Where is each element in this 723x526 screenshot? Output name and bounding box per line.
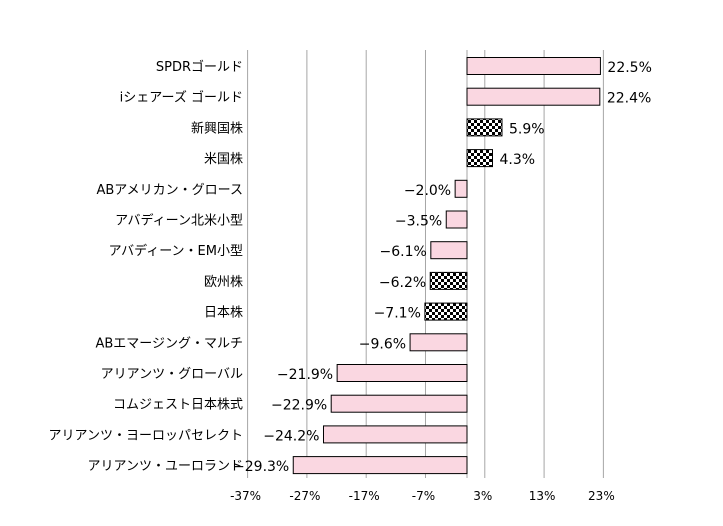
category-label-2: 新興国株 xyxy=(191,120,243,136)
x-tick-label-1: -27% xyxy=(289,489,320,503)
value-label-4: −2.0% xyxy=(404,183,451,199)
category-label-0: SPDRゴールド xyxy=(156,59,243,75)
value-label-1: 22.4% xyxy=(607,91,651,107)
x-tick-label-6: 23% xyxy=(588,489,615,503)
value-label-6: −6.1% xyxy=(380,244,427,260)
value-label-13: −29.3% xyxy=(233,459,289,475)
category-label-5: アバディーン北米小型 xyxy=(115,213,243,229)
category-label-13: アリアンツ・ユーロランド xyxy=(88,459,243,474)
x-tick-label-5: 13% xyxy=(529,489,556,503)
bar-8 xyxy=(424,302,468,321)
grid-lines xyxy=(247,50,604,478)
bar-12 xyxy=(322,425,468,444)
bar-0 xyxy=(466,57,601,75)
x-tick-labels: -37% -27% -17% -7% 3% 13% 23% xyxy=(230,489,615,503)
value-label-12: −24.2% xyxy=(263,428,319,444)
bar-5 xyxy=(445,210,468,229)
value-label-10: −21.9% xyxy=(277,367,333,383)
bars xyxy=(292,57,601,475)
bar-6 xyxy=(430,241,468,260)
category-label-10: アリアンツ・グローバル xyxy=(101,367,243,382)
bar-3 xyxy=(466,149,493,168)
bar-11 xyxy=(330,394,468,413)
bar-10 xyxy=(336,364,468,382)
category-label-11: コムジェスト日本株式 xyxy=(113,398,243,413)
value-label-7: −6.2% xyxy=(379,275,426,291)
value-label-8: −7.1% xyxy=(374,306,421,322)
bar-2 xyxy=(466,118,503,137)
category-label-3: 米国株 xyxy=(204,152,243,167)
value-label-9: −9.6% xyxy=(359,336,406,352)
value-label-2: 5.9% xyxy=(509,121,545,137)
category-label-8: 日本株 xyxy=(204,306,243,321)
value-label-0: 22.5% xyxy=(607,60,651,76)
x-tick-label-4: 3% xyxy=(473,489,492,503)
category-label-12: アリアンツ・ヨーロッパセレクト xyxy=(49,428,243,443)
bar-1 xyxy=(466,87,601,106)
value-label-11: −22.9% xyxy=(271,398,327,414)
x-tick-label-0: -37% xyxy=(230,489,261,503)
category-label-7: 欧州株 xyxy=(204,275,243,290)
category-label-4: ABアメリカン・グロース xyxy=(96,183,243,198)
x-tick-label-3: -7% xyxy=(412,489,435,503)
category-label-9: ABエマージング・マルチ xyxy=(95,336,243,351)
bar-4 xyxy=(454,179,468,198)
value-label-5: −3.5% xyxy=(395,214,442,230)
x-tick-label-2: -17% xyxy=(349,489,380,503)
bar-7 xyxy=(429,271,468,290)
bar-13 xyxy=(292,456,468,475)
value-labels: 22.5% 22.4% 5.9% 4.3% −2.0% −3.5% −6.1% −6.2% −7… xyxy=(233,60,652,475)
value-label-3: 4.3% xyxy=(499,152,535,168)
category-label-1: iシェアーズ ゴールド xyxy=(120,90,243,106)
bar-9 xyxy=(409,333,468,352)
category-label-6: アバディーン・EM小型 xyxy=(109,243,243,259)
